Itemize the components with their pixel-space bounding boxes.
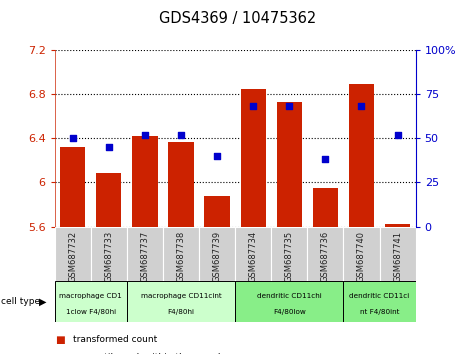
Point: [285, 103, 293, 109]
Text: GSM687732: GSM687732: [68, 231, 77, 282]
Text: GSM687741: GSM687741: [393, 231, 402, 282]
Bar: [199, 227, 235, 281]
Text: GDS4369 / 10475362: GDS4369 / 10475362: [159, 11, 316, 25]
Text: GSM687735: GSM687735: [285, 231, 294, 282]
Bar: [96, 173, 122, 227]
Text: ▶: ▶: [39, 297, 47, 307]
Text: 1clow F4/80hi: 1clow F4/80hi: [66, 309, 116, 315]
Bar: [380, 227, 416, 281]
Text: dendritic CD11ci: dendritic CD11ci: [350, 293, 409, 299]
Bar: [127, 281, 235, 322]
Bar: [60, 147, 86, 227]
Text: nt F4/80int: nt F4/80int: [360, 309, 399, 315]
Bar: [276, 102, 302, 227]
Text: GSM687739: GSM687739: [213, 231, 221, 282]
Text: macrophage CD1: macrophage CD1: [59, 293, 122, 299]
Bar: [343, 281, 416, 322]
Bar: [55, 281, 127, 322]
Bar: [91, 227, 127, 281]
Text: GSM687733: GSM687733: [104, 231, 113, 282]
Bar: [127, 227, 163, 281]
Text: ■: ■: [55, 353, 65, 354]
Text: F4/80hi: F4/80hi: [168, 309, 194, 315]
Text: GSM687737: GSM687737: [141, 231, 149, 282]
Point: [69, 135, 76, 141]
Text: transformed count: transformed count: [73, 335, 157, 344]
Text: cell type: cell type: [1, 297, 40, 306]
Point: [322, 156, 329, 162]
Point: [358, 103, 365, 109]
Bar: [343, 227, 380, 281]
Bar: [168, 142, 194, 227]
Text: percentile rank within the sample: percentile rank within the sample: [73, 353, 226, 354]
Text: macrophage CD11cint: macrophage CD11cint: [141, 293, 221, 299]
Text: GSM687738: GSM687738: [177, 231, 185, 282]
Bar: [313, 188, 338, 227]
Text: GSM687736: GSM687736: [321, 231, 330, 282]
Point: [105, 144, 113, 150]
Text: GSM687734: GSM687734: [249, 231, 257, 282]
Bar: [55, 227, 91, 281]
Text: F4/80low: F4/80low: [273, 309, 305, 315]
Bar: [235, 227, 271, 281]
Text: ■: ■: [55, 335, 65, 345]
Bar: [240, 89, 266, 227]
Point: [394, 132, 401, 137]
Point: [141, 132, 149, 137]
Bar: [235, 281, 343, 322]
Bar: [349, 84, 374, 227]
Text: GSM687740: GSM687740: [357, 231, 366, 282]
Text: dendritic CD11chi: dendritic CD11chi: [257, 293, 322, 299]
Bar: [163, 227, 199, 281]
Point: [177, 132, 185, 137]
Bar: [385, 224, 410, 227]
Bar: [204, 195, 230, 227]
Point: [249, 103, 257, 109]
Point: [213, 153, 221, 159]
Bar: [132, 136, 158, 227]
Bar: [271, 227, 307, 281]
Bar: [307, 227, 343, 281]
